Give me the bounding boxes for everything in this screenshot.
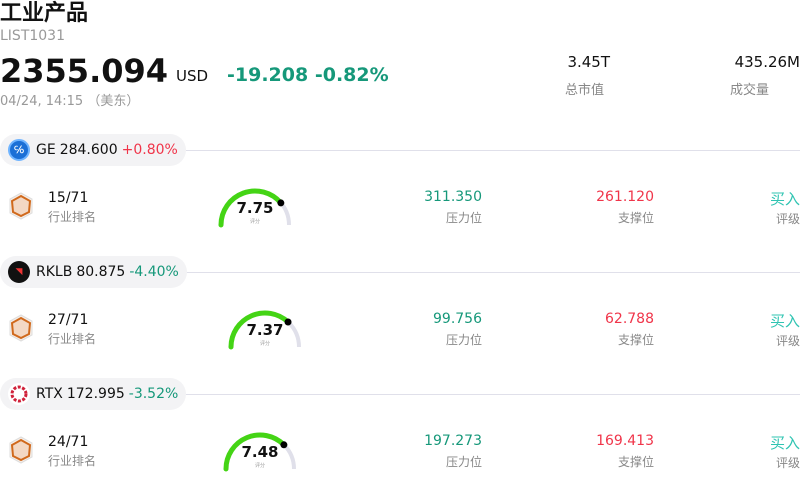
rklb-logo-icon: ◥ — [8, 261, 30, 283]
industry-rank: 15/71 — [48, 190, 89, 206]
resistance-label: 压力位 — [445, 333, 482, 347]
stock-chip-ge[interactable]: ℅ GE 284.600 +0.80% — [0, 134, 186, 166]
stock-chip-rtx[interactable]: RTX 172.995 -3.52% — [0, 378, 187, 410]
score-value: 7.75 — [236, 199, 274, 217]
gauge-fill — [223, 432, 287, 472]
gauge-marker — [280, 441, 288, 449]
support-label: 支撑位 — [617, 333, 654, 347]
industry-rank: 24/71 — [48, 434, 89, 450]
resistance-value: 99.756 — [433, 311, 482, 327]
ticker: GE — [36, 142, 56, 158]
volume: 435.26M 成交量 — [725, 53, 800, 98]
support-label: 支撑位 — [617, 455, 654, 469]
score-value: 7.37 — [246, 321, 284, 339]
score-label: 评分 — [249, 219, 260, 225]
rating-label: 评级 — [775, 212, 800, 226]
rtx-logo-icon — [8, 383, 30, 405]
score-value: 7.48 — [241, 443, 279, 461]
score-label: 评分 — [254, 463, 265, 469]
stock-price: 172.995 — [66, 386, 125, 402]
resistance-label: 压力位 — [445, 211, 482, 225]
support-label: 支撑位 — [617, 211, 654, 225]
industry-rank: 27/71 — [48, 312, 89, 328]
market-cap: 3.45T 总市值 — [560, 53, 610, 98]
market-cap-value: 3.45T — [567, 53, 610, 71]
rating-label: 评级 — [775, 456, 800, 470]
score-label: 评分 — [259, 341, 270, 347]
change-value: -19.208 — [227, 64, 309, 86]
change-percent: -0.82% — [314, 64, 389, 86]
index-price: 2355.094 — [0, 52, 169, 90]
rating-value[interactable]: 买入 — [769, 434, 800, 452]
page-title: 工业产品 — [0, 1, 89, 26]
resistance-label: 压力位 — [445, 455, 482, 469]
gauge-fill — [228, 310, 291, 350]
score-gauge — [228, 310, 301, 350]
rank-radar-icon — [9, 314, 33, 342]
stock-price: 284.600 — [59, 142, 118, 158]
volume-value: 435.26M — [734, 53, 800, 71]
stock-change: -3.52% — [128, 386, 179, 402]
section-divider — [186, 394, 800, 395]
volume-label: 成交量 — [730, 83, 770, 98]
gauge-fill — [218, 188, 284, 228]
rating-value[interactable]: 买入 — [769, 312, 800, 330]
currency: USD — [176, 67, 209, 85]
market-cap-label: 总市值 — [565, 83, 605, 98]
ticker: RTX — [36, 386, 63, 402]
resistance-value: 311.350 — [424, 189, 482, 205]
timestamp: 04/24, 14:15 （美东） — [0, 94, 140, 109]
rank-radar-icon — [9, 192, 33, 220]
industry-rank-label: 行业排名 — [48, 210, 97, 224]
rating-label: 评级 — [775, 334, 800, 348]
ge-logo-icon: ℅ — [8, 139, 30, 161]
section-divider — [186, 272, 800, 273]
resistance-value: 197.273 — [424, 433, 482, 449]
price-change: -19.208 -0.82% — [227, 64, 389, 86]
stock-change: -4.40% — [129, 264, 179, 280]
gauge-marker — [277, 199, 285, 207]
industry-rank-label: 行业排名 — [48, 454, 97, 468]
support-value: 261.120 — [596, 189, 654, 205]
ticker: RKLB — [36, 264, 73, 280]
industry-rank-label: 行业排名 — [48, 332, 97, 346]
section-divider — [186, 150, 800, 151]
rank-radar-icon — [9, 436, 33, 464]
stock-change: +0.80% — [121, 142, 178, 158]
stock-chip-rklb[interactable]: ◥ RKLB 80.875 -4.40% — [0, 256, 187, 288]
list-code: LIST1031 — [0, 28, 65, 44]
stock-price: 80.875 — [76, 264, 126, 280]
support-value: 62.788 — [605, 311, 654, 327]
score-gauge — [223, 432, 296, 472]
rating-value[interactable]: 买入 — [769, 190, 800, 208]
support-value: 169.413 — [596, 433, 654, 449]
score-gauge — [218, 188, 291, 228]
gauge-marker — [284, 318, 292, 326]
